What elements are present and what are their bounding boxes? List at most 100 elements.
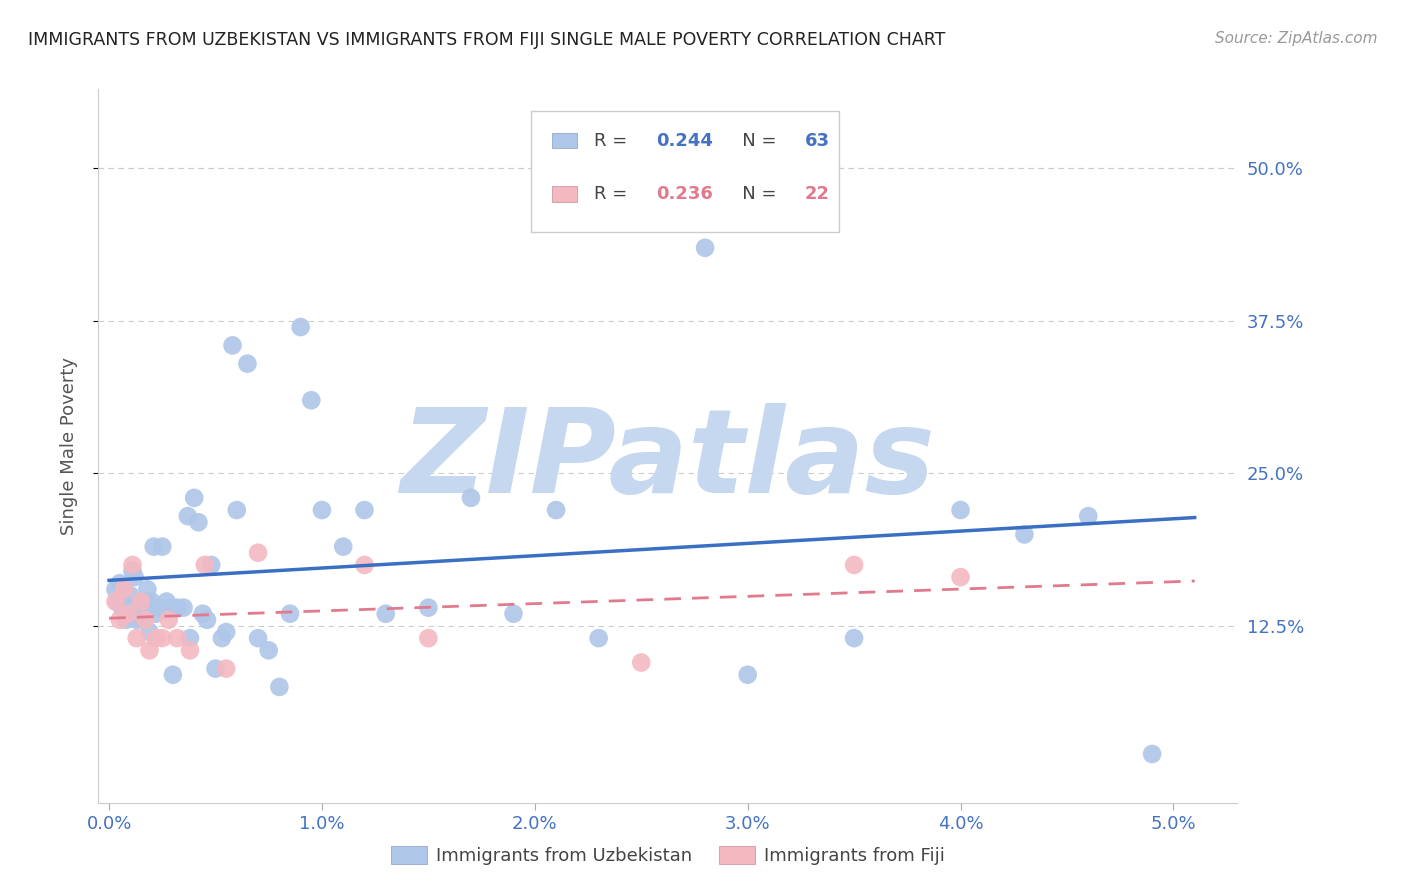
Y-axis label: Single Male Poverty: Single Male Poverty <box>59 357 77 535</box>
Text: 22: 22 <box>804 186 830 203</box>
Point <box>278 607 301 621</box>
Point <box>134 594 156 608</box>
Point <box>112 582 135 597</box>
Point <box>269 680 291 694</box>
Point <box>141 594 163 608</box>
Point <box>418 631 440 645</box>
Point <box>145 631 167 645</box>
Point <box>121 558 143 572</box>
Point <box>150 540 173 554</box>
Point <box>221 338 243 352</box>
Point <box>225 503 247 517</box>
Point <box>204 662 226 676</box>
Point <box>157 613 180 627</box>
Point <box>215 625 238 640</box>
Text: 0.236: 0.236 <box>657 186 713 203</box>
Point <box>546 503 568 517</box>
Point <box>1077 509 1099 524</box>
Point <box>200 558 222 572</box>
Text: ZIPatlas: ZIPatlas <box>401 403 935 517</box>
Point <box>374 607 396 621</box>
Point <box>166 631 188 645</box>
Text: N =: N = <box>725 186 782 203</box>
Point <box>842 631 865 645</box>
Point <box>145 607 167 621</box>
Point <box>125 631 148 645</box>
Point <box>129 600 152 615</box>
Text: 63: 63 <box>804 132 830 150</box>
Point <box>247 631 270 645</box>
Point <box>166 600 188 615</box>
Point <box>418 600 440 615</box>
Point <box>155 594 177 608</box>
Point <box>460 491 482 505</box>
Point <box>195 613 218 627</box>
Point <box>138 643 160 657</box>
Point <box>117 607 139 621</box>
Point <box>1014 527 1036 541</box>
Point <box>138 625 160 640</box>
Point <box>949 570 972 584</box>
Point <box>290 320 312 334</box>
Point <box>177 509 200 524</box>
Point <box>353 558 375 572</box>
FancyBboxPatch shape <box>551 186 576 202</box>
Point <box>299 393 322 408</box>
Point <box>215 662 238 676</box>
Point <box>693 241 716 255</box>
Point <box>211 631 233 645</box>
Text: Source: ZipAtlas.com: Source: ZipAtlas.com <box>1215 31 1378 46</box>
Point <box>502 607 524 621</box>
Point <box>1140 747 1163 761</box>
Point <box>194 558 217 572</box>
Text: R =: R = <box>593 132 633 150</box>
Point <box>162 667 184 681</box>
Point <box>129 594 152 608</box>
Point <box>236 357 259 371</box>
Point <box>630 656 652 670</box>
Point <box>132 613 155 627</box>
Point <box>179 643 201 657</box>
Point <box>257 643 280 657</box>
Point <box>111 600 134 615</box>
Text: R =: R = <box>593 186 633 203</box>
Legend: Immigrants from Uzbekistan, Immigrants from Fiji: Immigrants from Uzbekistan, Immigrants f… <box>384 838 952 872</box>
Point <box>117 600 139 615</box>
Point <box>179 631 201 645</box>
Point <box>108 613 131 627</box>
Point <box>332 540 354 554</box>
Point <box>842 558 865 572</box>
Point <box>311 503 333 517</box>
Point <box>157 600 180 615</box>
Point <box>247 546 270 560</box>
Point <box>115 613 138 627</box>
Point <box>125 613 148 627</box>
Text: 0.244: 0.244 <box>657 132 713 150</box>
Point <box>107 594 129 608</box>
Point <box>128 607 150 621</box>
Point <box>173 600 195 615</box>
Point <box>630 211 652 225</box>
Point <box>104 594 127 608</box>
Point <box>134 613 156 627</box>
Point <box>108 576 131 591</box>
Point <box>588 631 610 645</box>
Point <box>142 540 165 554</box>
Point <box>150 631 173 645</box>
Point <box>191 607 214 621</box>
Point <box>136 582 159 597</box>
Point <box>949 503 972 517</box>
Point <box>146 600 169 615</box>
Point <box>121 564 143 578</box>
Text: N =: N = <box>725 132 782 150</box>
Point <box>104 582 127 597</box>
Point <box>124 570 146 584</box>
Point <box>183 491 205 505</box>
Text: IMMIGRANTS FROM UZBEKISTAN VS IMMIGRANTS FROM FIJI SINGLE MALE POVERTY CORRELATI: IMMIGRANTS FROM UZBEKISTAN VS IMMIGRANTS… <box>28 31 945 49</box>
Point <box>353 503 375 517</box>
FancyBboxPatch shape <box>531 111 839 232</box>
Point <box>112 582 135 597</box>
Point <box>187 515 209 529</box>
Point <box>737 667 759 681</box>
FancyBboxPatch shape <box>551 133 576 148</box>
